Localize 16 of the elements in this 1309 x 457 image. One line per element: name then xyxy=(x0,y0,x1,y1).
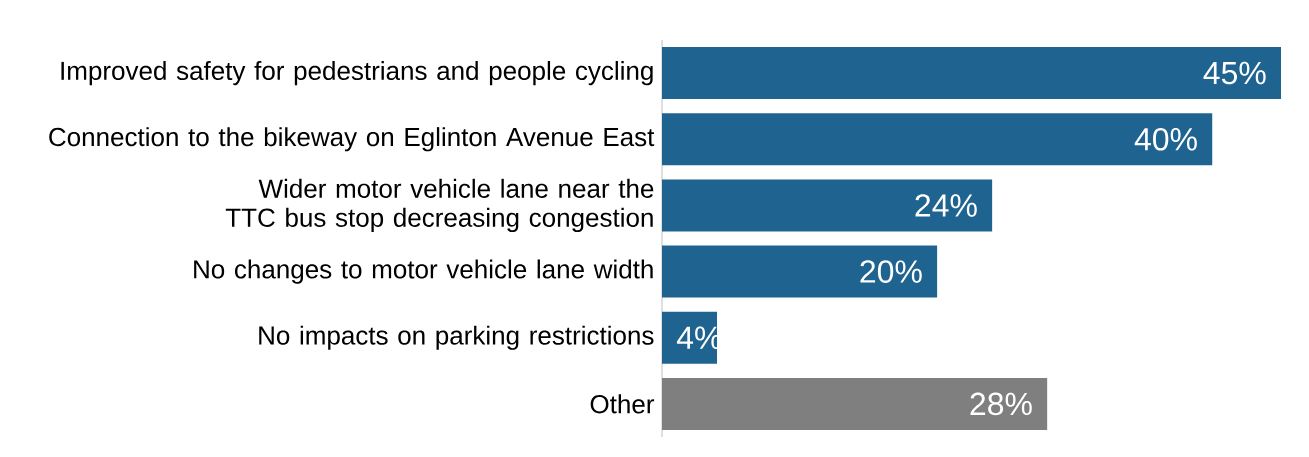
y-tick-label: No changes to motor vehicle lane width xyxy=(194,259,653,284)
y-tick-label: Connection to the bikeway on Eglinton Avenue East xyxy=(49,127,655,152)
data-label: 24% xyxy=(915,194,977,217)
y-tick-label: Other xyxy=(590,394,655,414)
y-tick-label: Wider motor vehicle lane near the TTC bus stop decreasing congestion xyxy=(225,178,654,233)
bar xyxy=(662,377,1048,430)
y-tick-label: No impacts on parking restrictions xyxy=(259,325,654,350)
bar xyxy=(662,245,938,298)
data-label: 20% xyxy=(860,260,922,283)
data-label: 45% xyxy=(1203,61,1266,85)
bar xyxy=(662,47,1282,100)
bar xyxy=(662,113,1213,166)
data-label: 40% xyxy=(1134,127,1197,151)
bar xyxy=(662,179,993,232)
y-tick-label: Improved safety for pedestrians and people cycling xyxy=(61,60,653,86)
data-label: 28% xyxy=(970,392,1032,416)
